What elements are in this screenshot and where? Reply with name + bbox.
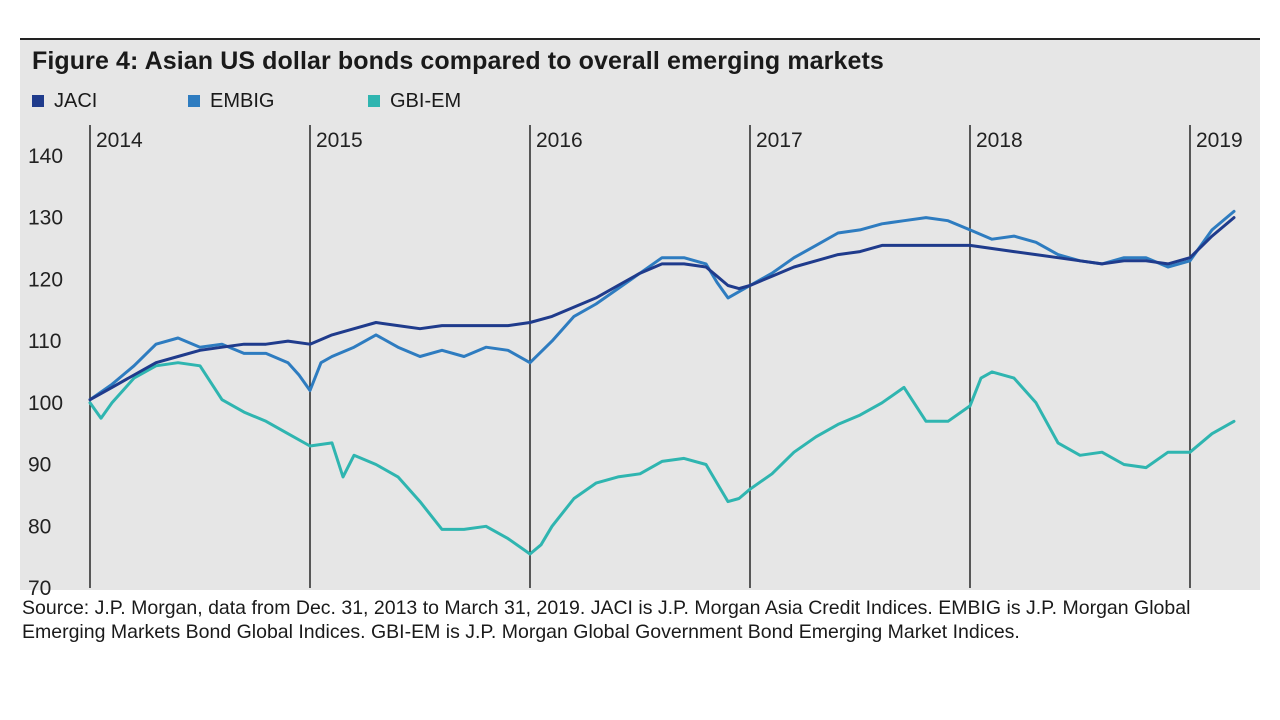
x-tick-label: 2016: [536, 129, 583, 152]
x-tick-label: 2015: [316, 129, 363, 152]
legend-label-embig: EMBIG: [210, 90, 275, 112]
series-lines: [88, 209, 1236, 556]
y-tick-label: 110: [28, 330, 61, 353]
year-grid-lines: 2014 2015 2016 2017 2018 2019: [89, 125, 1243, 588]
y-tick-label: 140: [28, 145, 63, 168]
x-tick-label: 2014: [96, 129, 143, 152]
x-tick-label: 2018: [976, 129, 1023, 152]
y-tick-label: 120: [28, 268, 63, 291]
legend-swatch-gbi-em: [368, 95, 380, 107]
legend-label-gbi-em: GBI-EM: [390, 90, 462, 112]
y-tick-label: 90: [28, 454, 51, 477]
y-tick-label: 70: [28, 577, 51, 600]
legend-label-jaci: JACI: [54, 90, 98, 112]
y-tick-label: 80: [28, 515, 51, 538]
x-tick-label: 2017: [756, 129, 803, 152]
top-rule: [20, 38, 1260, 40]
legend-swatch-jaci: [32, 95, 44, 107]
series-line-embig: [88, 209, 1236, 402]
chart-panel: [20, 40, 1260, 590]
source-note: Source: J.P. Morgan, data from Dec. 31, …: [22, 597, 1191, 643]
y-tick-label: 100: [28, 392, 63, 415]
series-line-gbi-em: [88, 361, 1236, 556]
y-tick-label: 130: [28, 207, 63, 230]
legend-swatch-embig: [188, 95, 200, 107]
y-axis: 70 80 90 100 110 120 130 140: [28, 145, 63, 600]
x-tick-label: 2019: [1196, 129, 1243, 152]
series-line-jaci: [88, 216, 1236, 402]
chart-title: Figure 4: Asian US dollar bonds compared…: [32, 47, 884, 75]
